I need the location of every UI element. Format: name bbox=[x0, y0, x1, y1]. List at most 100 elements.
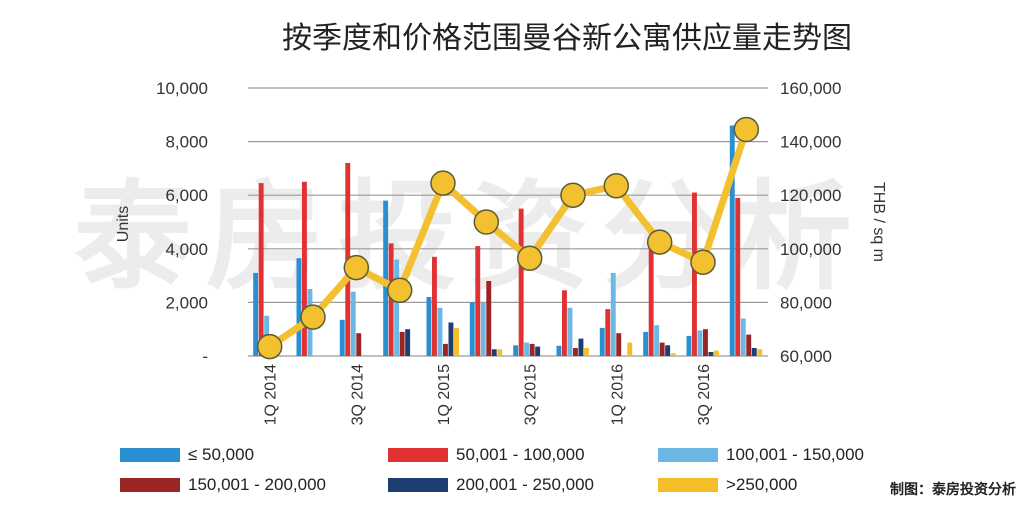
x-tick-label: 1Q 2015 bbox=[436, 364, 453, 425]
legend-label: 100,001 - 150,000 bbox=[726, 445, 864, 464]
y2-tick-label: 160,000 bbox=[780, 79, 841, 98]
line-point bbox=[256, 333, 283, 360]
bar bbox=[556, 345, 562, 356]
x-tick-label: 1Q 2016 bbox=[609, 364, 626, 425]
line-point bbox=[733, 116, 760, 143]
bar bbox=[714, 350, 719, 356]
bar bbox=[383, 200, 389, 356]
line-point bbox=[516, 245, 543, 271]
bar bbox=[670, 353, 676, 356]
bar bbox=[643, 331, 649, 356]
legend-swatch bbox=[388, 478, 448, 492]
bar bbox=[735, 197, 741, 356]
y2-tick-label: 100,000 bbox=[780, 240, 841, 259]
bar bbox=[751, 348, 757, 356]
bar bbox=[573, 348, 578, 356]
legend-swatch bbox=[120, 448, 180, 462]
legend-label: 200,001 - 250,000 bbox=[456, 475, 594, 494]
line-point bbox=[646, 229, 673, 255]
legend-label: >250,000 bbox=[726, 475, 797, 494]
bar bbox=[729, 125, 735, 356]
bar bbox=[469, 302, 475, 356]
line-point bbox=[603, 173, 630, 199]
bar bbox=[480, 302, 486, 356]
x-tick-label: 3Q 2015 bbox=[523, 364, 540, 425]
line-point bbox=[430, 170, 456, 196]
bar bbox=[599, 327, 605, 356]
bar bbox=[627, 342, 633, 356]
bar bbox=[746, 334, 752, 356]
bar bbox=[350, 291, 356, 356]
bar bbox=[491, 349, 497, 356]
legend-swatch bbox=[658, 478, 718, 492]
bar bbox=[665, 345, 671, 356]
bar bbox=[339, 319, 345, 356]
bar bbox=[648, 238, 654, 356]
y2-tick-label: 60,000 bbox=[780, 347, 832, 366]
legend-label: ≤ 50,000 bbox=[188, 445, 254, 464]
bar bbox=[708, 352, 714, 356]
bar bbox=[443, 343, 448, 356]
legend-swatch bbox=[120, 478, 180, 492]
line-point bbox=[473, 209, 500, 235]
bar bbox=[654, 325, 660, 356]
bar bbox=[356, 333, 362, 356]
bar bbox=[697, 330, 703, 356]
bar bbox=[740, 318, 746, 356]
left-axis-ticks: - 2,000 4,000 6,000 8,000 10,000 bbox=[156, 79, 208, 366]
y-tick-label: 2,000 bbox=[165, 293, 208, 312]
x-axis-ticks: 1Q 2014 3Q 2014 1Q 2015 3Q 2015 1Q 2016 3Q 20… bbox=[263, 364, 713, 425]
bar bbox=[426, 297, 432, 356]
bar bbox=[448, 322, 454, 356]
y-tick-label: - bbox=[202, 347, 208, 366]
bar bbox=[437, 307, 443, 356]
bar bbox=[399, 331, 405, 356]
bar bbox=[616, 333, 622, 356]
y2-tick-label: 140,000 bbox=[780, 133, 841, 152]
legend-label: 150,001 - 200,000 bbox=[188, 475, 326, 494]
watermark-text: 泰房投资分析 bbox=[74, 168, 866, 306]
line-point bbox=[300, 304, 326, 330]
bar bbox=[454, 327, 459, 356]
bar bbox=[253, 272, 259, 356]
bar bbox=[258, 183, 264, 356]
bar bbox=[692, 192, 697, 356]
bar bbox=[486, 281, 492, 356]
bar bbox=[405, 329, 411, 356]
bar bbox=[757, 349, 763, 356]
x-tick-label: 3Q 2016 bbox=[696, 364, 713, 425]
bar bbox=[302, 181, 307, 356]
y-tick-label: 4,000 bbox=[165, 240, 208, 259]
bar bbox=[578, 338, 584, 356]
right-axis-ticks: 60,000 80,000 100,000 120,000 140,000 160,000 bbox=[780, 79, 841, 366]
bar bbox=[513, 345, 519, 356]
line-point bbox=[560, 182, 586, 208]
bar bbox=[394, 259, 400, 356]
y2-tick-label: 120,000 bbox=[780, 186, 841, 205]
bar bbox=[535, 346, 541, 356]
chart-title: 按季度和价格范围曼谷新公寓供应量走势图 bbox=[282, 21, 852, 56]
bar bbox=[562, 290, 567, 356]
legend-swatch bbox=[658, 448, 718, 462]
legend-swatch bbox=[388, 448, 448, 462]
y2-tick-label: 80,000 bbox=[780, 293, 832, 312]
bar bbox=[610, 272, 616, 356]
gridlines bbox=[248, 87, 768, 357]
bar bbox=[497, 349, 503, 356]
bar bbox=[659, 342, 665, 356]
bar bbox=[296, 258, 302, 356]
bar bbox=[524, 342, 530, 356]
bar bbox=[529, 343, 535, 356]
line-point bbox=[343, 254, 370, 281]
bar bbox=[567, 307, 573, 356]
legend: ≤ 50,000 50,001 - 100,000 100,001 - 150,00… bbox=[120, 445, 864, 494]
y-tick-label: 10,000 bbox=[156, 79, 208, 98]
credit-text: 制图：泰房投资分析 bbox=[890, 481, 1016, 498]
line-point bbox=[690, 249, 716, 275]
bar bbox=[686, 335, 692, 356]
bar bbox=[432, 256, 437, 356]
bar bbox=[518, 208, 524, 356]
bar bbox=[605, 309, 611, 356]
x-tick-label: 1Q 2014 bbox=[263, 364, 280, 425]
